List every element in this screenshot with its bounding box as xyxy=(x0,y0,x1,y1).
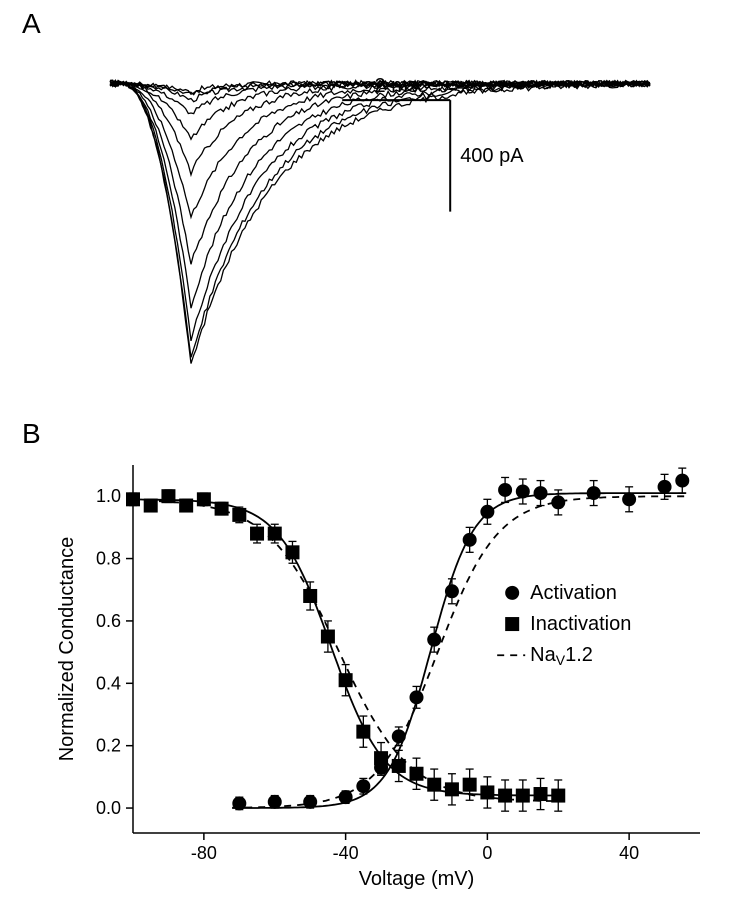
data-point-inactivation xyxy=(144,499,158,513)
data-point-activation xyxy=(587,486,601,500)
fit-curve xyxy=(133,500,558,801)
data-point-activation xyxy=(480,505,494,519)
data-point-inactivation xyxy=(285,545,299,559)
data-point-activation xyxy=(356,779,370,793)
data-point-inactivation xyxy=(179,499,193,513)
fit-curve xyxy=(133,500,558,796)
data-point-activation xyxy=(658,480,672,494)
data-point-inactivation xyxy=(126,492,140,506)
data-point-activation xyxy=(675,474,689,488)
data-point-inactivation xyxy=(321,630,335,644)
data-point-inactivation xyxy=(534,787,548,801)
legend-label-inactivation: Inactivation xyxy=(530,613,631,635)
current-trace xyxy=(110,81,650,308)
data-point-inactivation xyxy=(392,759,406,773)
data-point-inactivation xyxy=(463,778,477,792)
data-point-activation xyxy=(339,790,353,804)
data-point-activation xyxy=(498,483,512,497)
data-point-inactivation xyxy=(232,508,246,522)
data-point-activation xyxy=(303,795,317,809)
data-point-inactivation xyxy=(303,589,317,603)
x-tick-label: -40 xyxy=(333,843,359,863)
data-point-inactivation xyxy=(410,767,424,781)
data-point-inactivation xyxy=(427,778,441,792)
fit-curve xyxy=(232,493,686,808)
fit-curve xyxy=(232,496,686,807)
x-axis-label: Voltage (mV) xyxy=(359,868,475,890)
panel-a-traces: 2 ms 400 pA xyxy=(100,50,660,390)
scalebar-x-label: 2 ms xyxy=(375,75,418,97)
data-point-activation xyxy=(534,486,548,500)
panel-label-a: A xyxy=(22,8,41,40)
data-point-inactivation xyxy=(374,751,388,765)
data-point-activation xyxy=(232,796,246,810)
y-tick-label: 0.2 xyxy=(96,736,121,756)
legend-marker-activation xyxy=(505,586,519,600)
data-point-activation xyxy=(410,690,424,704)
data-point-activation xyxy=(516,485,530,499)
data-point-activation xyxy=(392,729,406,743)
legend-label-nav12: NaV1.2 xyxy=(530,644,593,668)
y-tick-label: 0.8 xyxy=(96,549,121,569)
y-axis-label: Normalized Conductance xyxy=(56,537,78,762)
data-point-inactivation xyxy=(197,492,211,506)
data-point-activation xyxy=(427,633,441,647)
data-point-inactivation xyxy=(250,527,264,541)
x-tick-label: 0 xyxy=(482,843,492,863)
data-point-activation xyxy=(622,492,636,506)
data-point-inactivation xyxy=(268,527,282,541)
data-point-inactivation xyxy=(551,789,565,803)
data-point-inactivation xyxy=(356,725,370,739)
x-tick-label: 40 xyxy=(619,843,639,863)
data-point-inactivation xyxy=(445,782,459,796)
x-tick-label: -80 xyxy=(191,843,217,863)
panel-label-b: B xyxy=(22,418,41,450)
data-point-activation xyxy=(268,795,282,809)
current-trace xyxy=(110,81,650,364)
data-point-inactivation xyxy=(215,502,229,516)
current-trace xyxy=(110,80,650,341)
data-point-inactivation xyxy=(161,489,175,503)
data-point-activation xyxy=(463,533,477,547)
data-point-inactivation xyxy=(339,673,353,687)
y-tick-label: 0.4 xyxy=(96,673,121,693)
panel-b-chart: -80 -40 0 40 0.0 0.2 0.4 0.6 0.8 1.0 Voltage (mV) N… xyxy=(55,455,715,895)
legend-label-activation: Activation xyxy=(530,582,617,604)
data-point-activation xyxy=(445,584,459,598)
scalebar-y-label: 400 pA xyxy=(460,145,524,167)
y-tick-label: 0.6 xyxy=(96,611,121,631)
y-tick-label: 1.0 xyxy=(96,486,121,506)
data-point-inactivation xyxy=(498,789,512,803)
legend-marker-inactivation xyxy=(505,617,519,631)
y-tick-label: 0.0 xyxy=(96,798,121,818)
data-point-inactivation xyxy=(480,785,494,799)
data-point-inactivation xyxy=(516,789,530,803)
data-point-activation xyxy=(551,495,565,509)
